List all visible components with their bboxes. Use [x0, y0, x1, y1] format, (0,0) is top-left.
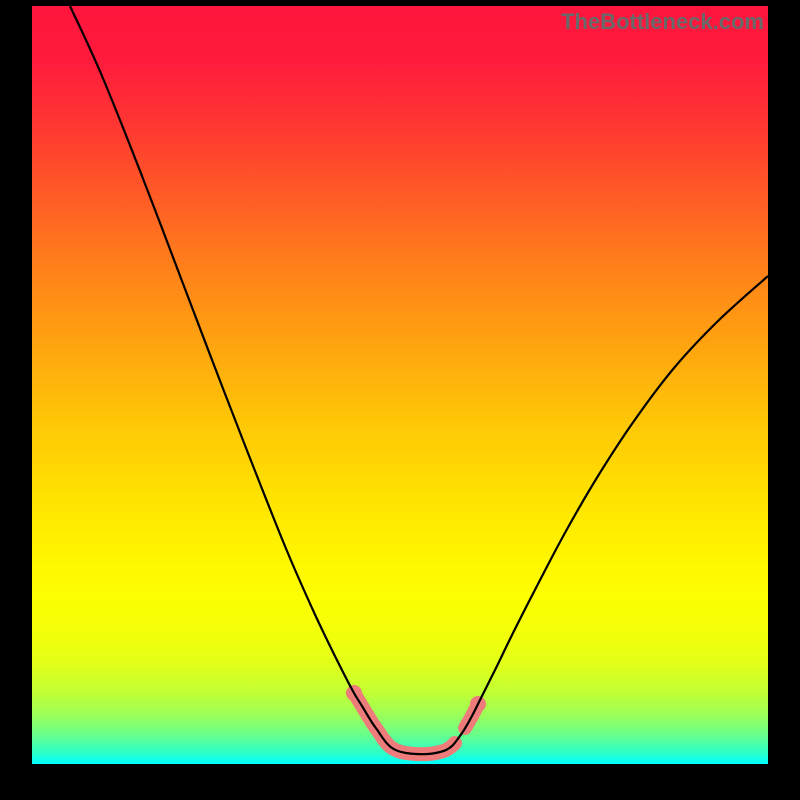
watermark-text: TheBottleneck.com — [561, 9, 764, 35]
main-curve — [70, 6, 768, 754]
highlight-segment — [354, 693, 455, 754]
plot-area — [32, 6, 768, 764]
bottleneck-curve-svg — [32, 6, 768, 764]
